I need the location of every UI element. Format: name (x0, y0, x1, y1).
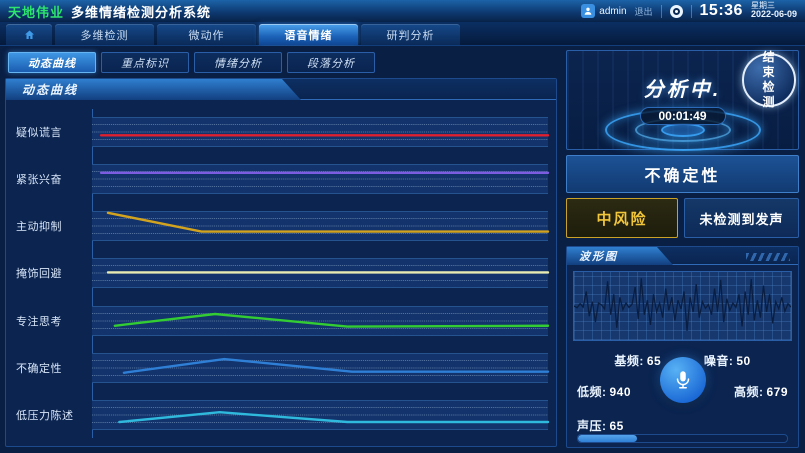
panel-header: 动态曲线 (6, 79, 556, 100)
chart-row-low-pressure-statement: 低压力陈述 (6, 392, 548, 439)
divider (690, 4, 692, 18)
main-tab-micro-action[interactable]: 微动作 (157, 24, 256, 45)
series-band-focused-thinking (92, 305, 548, 336)
series-band-active-suppression (92, 211, 548, 242)
weekday: 星期三 (750, 0, 775, 10)
brand-name: 天地伟业 (8, 4, 65, 20)
right-column: 分析中. 00:01:49 结束检测 不确定性 中风险 未检测到发声 波形图 (566, 50, 799, 448)
series-band-concealment-avoidance (92, 258, 548, 289)
noise: 噪音: 50 (703, 354, 751, 368)
chart-row-active-suppression: 主动抑制 (6, 203, 548, 250)
date: 2022-06-09 (750, 9, 797, 20)
subtab-paragraph-analysis[interactable]: 段落分析 (287, 52, 375, 73)
divider (660, 4, 662, 18)
home-icon (24, 30, 34, 39)
waveform-plot (573, 271, 792, 341)
sound-pressure-bar (577, 434, 788, 443)
analyzing-status: 分析中. (643, 79, 722, 101)
username: admin (599, 5, 627, 17)
microphone-button[interactable] (659, 357, 706, 403)
app-title: 多维情绪检测分析系统 (71, 4, 212, 20)
top-right-controls: admin 退出 15:36 星期三 2022-06-09 (581, 0, 797, 21)
target-icon[interactable] (669, 4, 683, 18)
low-freq: 低频: 940 (577, 385, 632, 399)
high-freq: 高频: 679 (733, 385, 788, 399)
series-label-tension-excitement: 紧张兴奋 (16, 173, 62, 186)
sound-pressure-fill (578, 435, 637, 442)
content: 动态曲线 重点标识 情绪分析 段落分析 动态曲线 疑似谎言 紧张兴奋 主动抑制 掩饰回避 专注… (0, 46, 805, 453)
stripes-decoration (746, 253, 790, 261)
chart-row-focused-thinking: 专注思考 (6, 297, 548, 344)
user-chip[interactable]: admin (581, 4, 627, 18)
waveform-title: 波形图 (567, 247, 673, 265)
risk-level-button[interactable]: 中风险 (566, 198, 678, 238)
dynamic-curves-panel: 动态曲线 疑似谎言紧张兴奋主动抑制掩饰回避专注思考不确定性低压力陈述 (5, 78, 557, 447)
logout-button[interactable]: 退出 (634, 6, 653, 17)
waveform-header: 波形图 (567, 247, 798, 265)
chart-row-tension-excitement: 紧张兴奋 (6, 155, 548, 202)
chart-row-concealment-avoidance: 掩饰回避 (6, 250, 548, 297)
brand-wrap: 天地伟业 多维情绪检测分析系统 (8, 2, 211, 21)
series-label-focused-thinking: 专注思考 (16, 315, 62, 328)
series-band-low-pressure-statement (92, 400, 548, 431)
subtab-emotion-analysis[interactable]: 情绪分析 (194, 52, 282, 73)
main-tab-voice-emotion[interactable]: 语音情绪 (259, 24, 358, 45)
series-label-low-pressure-statement: 低压力陈述 (16, 410, 74, 423)
subtabs: 动态曲线 重点标识 情绪分析 段落分析 (8, 52, 375, 73)
series-band-suspected-lie (92, 116, 548, 147)
chart-row-uncertainty: 不确定性 (6, 344, 548, 391)
risk-row: 中风险 未检测到发声 (566, 198, 799, 238)
clock-time: 15:36 (699, 2, 743, 19)
stats-row-3: 声压: 65 (577, 417, 624, 435)
subtab-dynamic-curve[interactable]: 动态曲线 (8, 52, 96, 73)
analyzing-card: 分析中. 00:01:49 结束检测 (566, 50, 799, 151)
dynamic-curves-rows: 疑似谎言紧张兴奋主动抑制掩饰回避专注思考不确定性低压力陈述 (6, 101, 556, 446)
series-label-active-suppression: 主动抑制 (16, 221, 62, 234)
sound-pressure: 声压: 65 (577, 419, 624, 433)
waveform-stats-panel: 波形图 基频: 65 噪音: 50 (566, 246, 799, 448)
home-tab[interactable] (6, 24, 52, 45)
audio-stats: 基频: 65 噪音: 50 (567, 345, 798, 447)
microphone-icon (676, 371, 689, 389)
main-tab-multi-detect[interactable]: 多维检测 (55, 24, 154, 45)
series-label-suspected-lie: 疑似谎言 (16, 126, 62, 139)
series-band-tension-excitement (92, 163, 548, 194)
user-avatar-icon (581, 4, 596, 18)
end-detection-button[interactable]: 结束检测 (742, 50, 796, 109)
analysis-timer: 00:01:49 (639, 107, 726, 125)
stats-row-1: 基频: 65 噪音: 50 (567, 352, 798, 369)
main-tab-judge-analysis[interactable]: 研判分析 (361, 24, 460, 45)
chart-row-suspected-lie: 疑似谎言 (6, 108, 548, 155)
series-label-uncertainty: 不确定性 (16, 363, 62, 376)
date-block: 星期三 2022-06-09 (750, 0, 797, 21)
subtab-key-marks[interactable]: 重点标识 (101, 52, 189, 73)
panel-title: 动态曲线 (6, 79, 301, 100)
dominant-emotion-banner: 不确定性 (566, 155, 799, 193)
top-bar: 天地伟业 多维情绪检测分析系统 admin 退出 15:36 星期三 2022-… (0, 0, 805, 22)
main-tabs: 多维检测 微动作 语音情绪 研判分析 (0, 22, 805, 46)
stats-row-2: 低频: 940 高频: 679 (567, 383, 798, 400)
base-freq: 基频: 65 (614, 354, 662, 368)
series-label-concealment-avoidance: 掩饰回避 (16, 268, 62, 281)
series-band-uncertainty (92, 353, 548, 384)
voice-status-button[interactable]: 未检测到发声 (684, 198, 799, 238)
